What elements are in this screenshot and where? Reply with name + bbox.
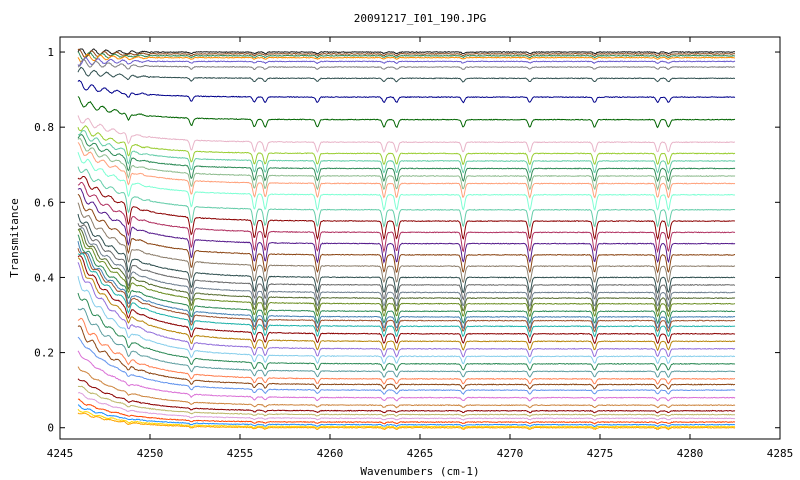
series-line <box>77 79 736 104</box>
series-line <box>77 241 736 330</box>
series-line <box>77 142 736 199</box>
series-line <box>77 408 736 430</box>
series-line <box>78 257 736 352</box>
series-line <box>77 130 736 175</box>
series-line <box>77 57 736 67</box>
y-tick-label: 0.4 <box>34 271 54 284</box>
chart-title: 20091217_I01_190.JPG <box>354 12 486 25</box>
x-axis-title: Wavenumbers (cm-1) <box>360 465 479 478</box>
y-tick-label: 0.2 <box>34 347 54 360</box>
series-line <box>77 134 736 183</box>
y-tick-label: 0.8 <box>34 121 54 134</box>
series-line <box>77 96 736 129</box>
series-line <box>77 292 736 372</box>
x-tick-label: 4285 <box>767 447 794 460</box>
x-tick-label: 4265 <box>407 447 434 460</box>
y-tick-label: 0.6 <box>34 196 54 209</box>
series-line <box>77 391 736 421</box>
series-line <box>77 275 736 365</box>
series-line <box>77 350 736 402</box>
series-line <box>77 366 736 409</box>
series-line <box>77 325 736 390</box>
x-tick-label: 4270 <box>497 447 524 460</box>
series-line <box>77 412 736 431</box>
x-tick-label: 4245 <box>47 447 74 460</box>
x-tick-label: 4280 <box>677 447 704 460</box>
series-line <box>77 187 736 264</box>
series-line <box>77 115 736 153</box>
series-line <box>77 227 736 308</box>
series-line <box>77 166 736 229</box>
series-line <box>77 181 736 254</box>
series-line <box>77 58 736 70</box>
series-line <box>77 378 736 414</box>
y-tick-label: 0 <box>47 422 54 435</box>
x-tick-label: 4275 <box>587 447 614 460</box>
series-layer <box>77 48 736 431</box>
y-axis: 0 0.2 0.4 0.6 0.8 1 <box>34 46 780 435</box>
x-tick-label: 4255 <box>227 447 254 460</box>
series-line <box>77 234 736 325</box>
series-line <box>77 193 736 274</box>
series-line <box>77 307 736 378</box>
y-axis-title: Transmitance <box>8 198 21 277</box>
x-axis: 4245 4250 4255 4260 4265 4270 4275 4280 4285 <box>47 37 794 460</box>
series-line <box>77 48 736 59</box>
series-line <box>77 252 736 338</box>
series-line <box>77 404 736 428</box>
series-line <box>77 137 736 191</box>
series-line <box>77 398 736 425</box>
series-line <box>77 262 736 358</box>
series-line <box>77 53 736 63</box>
series-line <box>77 336 736 396</box>
series-line <box>77 255 736 345</box>
x-tick-label: 4260 <box>317 447 344 460</box>
series-line <box>77 66 735 83</box>
series-line <box>77 228 736 313</box>
series-line <box>77 248 736 333</box>
series-line <box>77 317 736 385</box>
series-line <box>77 175 736 241</box>
series-line <box>77 125 736 166</box>
plot-area <box>59 36 781 440</box>
x-tick-label: 4250 <box>137 447 164 460</box>
series-line <box>77 152 736 212</box>
series-line <box>77 51 736 61</box>
series-line <box>77 213 736 294</box>
series-line <box>77 48 736 57</box>
series-line <box>77 229 736 318</box>
y-tick-label: 1 <box>47 46 54 59</box>
series-line <box>77 385 736 418</box>
series-line <box>77 202 736 284</box>
series-line <box>77 223 736 302</box>
